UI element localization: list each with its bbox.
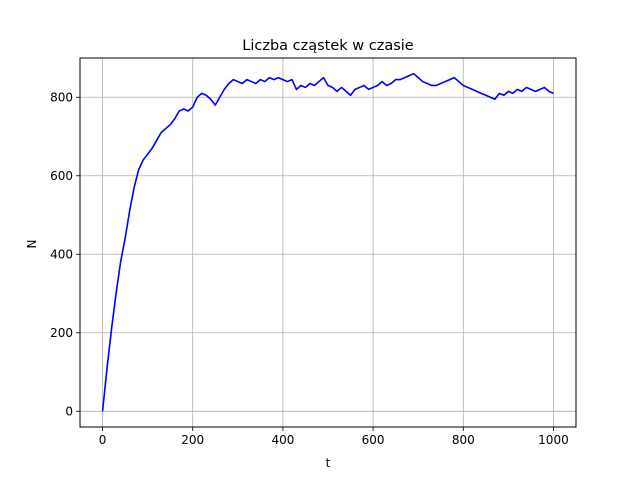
y-axis-label: N (25, 240, 39, 249)
x-tick-label: 400 (271, 433, 294, 447)
chart-title: Liczba cząstek w czasie (242, 38, 414, 54)
y-tick-label: 400 (50, 247, 73, 261)
series-layer (101, 72, 554, 412)
x-axis-label: t (326, 456, 331, 470)
x-tick-label: 0 (99, 433, 107, 447)
x-tick-label: 200 (181, 433, 204, 447)
grid-layer (80, 58, 576, 427)
x-tick-label: 1000 (538, 433, 569, 447)
series-line (101, 72, 554, 412)
x-tick-label: 800 (452, 433, 475, 447)
y-tick-label: 0 (65, 404, 73, 418)
ticks-layer: 0 200 400 600 800 1000 0 200 400 600 800 (50, 90, 569, 447)
plot-frame (79, 57, 577, 428)
y-tick-label: 800 (50, 90, 73, 104)
y-tick-label: 600 (50, 169, 73, 183)
x-tick-label: 600 (362, 433, 385, 447)
y-tick-label: 200 (50, 326, 73, 340)
